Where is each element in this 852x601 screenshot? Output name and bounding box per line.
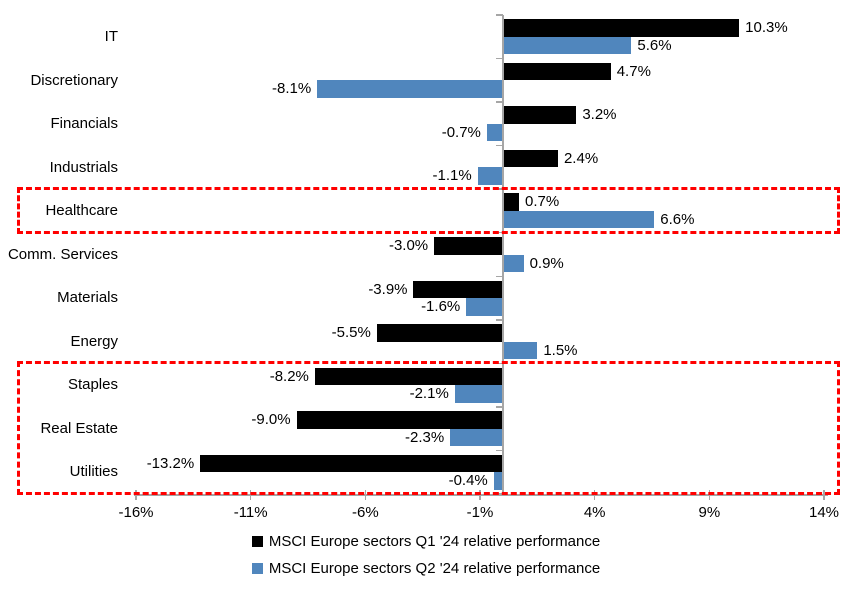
bar-q2-discretionary xyxy=(317,80,503,98)
value-label-q2-industrials: -1.1% xyxy=(432,167,472,185)
x-axis-tick-label: 4% xyxy=(583,504,606,521)
x-axis-tick xyxy=(593,490,596,500)
x-axis-line xyxy=(134,494,828,496)
legend-label-q2: MSCI Europe sectors Q2 '24 relative perf… xyxy=(268,560,601,577)
bar-q2-industrials xyxy=(477,167,503,185)
value-label-q2-comm-services: 0.9% xyxy=(529,254,564,272)
category-label-staples: Staples xyxy=(67,376,118,394)
category-label-utilities: Utilities xyxy=(69,463,118,481)
y-axis-tick xyxy=(495,57,503,60)
bar-q1-real-estate xyxy=(296,411,503,429)
plot-area: 10.3% 5.6% 4.7% -8.1% 3.2% -0.7% 2.4% -1.1% 0.7%… xyxy=(136,15,824,494)
y-axis-tick xyxy=(495,362,503,365)
bar-q1-materials xyxy=(413,280,503,299)
category-label-healthcare: Healthcare xyxy=(45,202,118,220)
x-axis-tick xyxy=(708,490,711,500)
legend-label-q1: MSCI Europe sectors Q1 '24 relative perf… xyxy=(268,533,601,550)
y-axis-tick xyxy=(495,101,503,103)
bar-q1-industrials xyxy=(502,149,558,168)
x-axis-tick xyxy=(249,490,252,500)
x-axis-tick-label: -16% xyxy=(118,504,154,521)
y-axis-tick xyxy=(495,275,503,278)
category-label-financials: Financials xyxy=(50,115,118,133)
bar-q2-utilities xyxy=(493,472,503,490)
value-label-q2-energy: 1.5% xyxy=(543,341,578,359)
y-axis-tick xyxy=(495,188,503,190)
y-axis-line xyxy=(502,15,504,494)
category-label-real-estate: Real Estate xyxy=(40,419,118,437)
y-axis-tick xyxy=(495,14,503,16)
value-label-q1-discretionary: 4.7% xyxy=(616,62,651,80)
bar-q2-comm-services xyxy=(502,254,524,272)
x-axis-tick xyxy=(823,490,825,500)
value-label-q2-healthcare: 6.6% xyxy=(660,210,695,228)
bar-q2-healthcare xyxy=(502,210,655,229)
value-label-q2-real-estate: -2.3% xyxy=(405,428,445,446)
legend-swatch-q1 xyxy=(251,536,263,547)
value-label-q1-materials: -3.9% xyxy=(368,280,408,298)
legend-item-q1: MSCI Europe sectors Q1 '24 relative perf… xyxy=(251,533,601,550)
bar-q2-financials xyxy=(486,123,503,142)
y-axis-tick xyxy=(495,449,503,452)
category-label-it: IT xyxy=(104,28,118,45)
value-label-q1-it: 10.3% xyxy=(745,19,788,37)
value-label-q2-staples: -2.1% xyxy=(409,385,449,403)
category-label-comm-services: Comm. Services xyxy=(7,245,118,263)
bar-q2-materials xyxy=(466,298,503,316)
bar-q1-discretionary xyxy=(502,62,611,81)
bar-q1-healthcare xyxy=(502,193,519,211)
bar-q2-staples xyxy=(454,385,503,403)
y-axis-tick xyxy=(495,493,503,495)
bar-q1-staples xyxy=(314,367,503,386)
value-label-q2-financials: -0.7% xyxy=(441,123,481,141)
x-axis-tick xyxy=(479,490,481,500)
value-label-q1-staples: -8.2% xyxy=(269,367,309,385)
x-axis-tick xyxy=(135,490,137,500)
category-label-industrials: Industrials xyxy=(49,158,118,176)
x-axis-tick-label: -6% xyxy=(351,504,379,521)
category-label-materials: Materials xyxy=(57,289,118,307)
bar-q2-energy xyxy=(502,341,538,360)
bar-q2-real-estate xyxy=(450,428,503,447)
legend-item-q2: MSCI Europe sectors Q2 '24 relative perf… xyxy=(251,560,601,577)
value-label-q1-energy: -5.5% xyxy=(331,324,371,342)
y-axis-tick xyxy=(495,319,503,321)
bar-q2-it xyxy=(502,36,632,55)
y-axis-tick xyxy=(495,231,503,234)
bar-q1-it xyxy=(502,19,740,37)
value-label-q2-discretionary: -8.1% xyxy=(272,80,312,98)
value-label-q1-real-estate: -9.0% xyxy=(251,411,291,429)
x-axis-tick-label: 9% xyxy=(698,504,721,521)
legend-swatch-q2 xyxy=(251,563,263,574)
x-axis-tick xyxy=(364,490,367,500)
bar-q1-utilities xyxy=(200,454,503,473)
category-label-energy: Energy xyxy=(70,332,118,350)
value-label-q1-comm-services: -3.0% xyxy=(388,237,429,254)
value-label-q2-materials: -1.6% xyxy=(421,298,461,316)
value-label-q1-utilities: -13.2% xyxy=(146,454,195,472)
x-axis-tick-label: -1% xyxy=(466,504,494,521)
bar-q1-financials xyxy=(502,106,577,124)
value-label-q1-financials: 3.2% xyxy=(582,106,617,124)
category-label-discretionary: Discretionary xyxy=(30,71,118,89)
value-label-q1-industrials: 2.4% xyxy=(563,149,599,167)
value-label-q2-it: 5.6% xyxy=(637,36,672,54)
y-axis-tick xyxy=(495,406,503,408)
y-axis-tick xyxy=(495,144,503,147)
x-axis-tick-label: -11% xyxy=(233,504,268,521)
value-label-q2-utilities: -0.4% xyxy=(448,472,488,490)
bar-q1-comm-services xyxy=(434,237,503,255)
value-label-q1-healthcare: 0.7% xyxy=(524,193,560,211)
bar-q1-energy xyxy=(376,324,503,342)
x-axis-tick-label: 14% xyxy=(808,504,840,521)
legend: MSCI Europe sectors Q1 '24 relative perf… xyxy=(0,533,852,577)
